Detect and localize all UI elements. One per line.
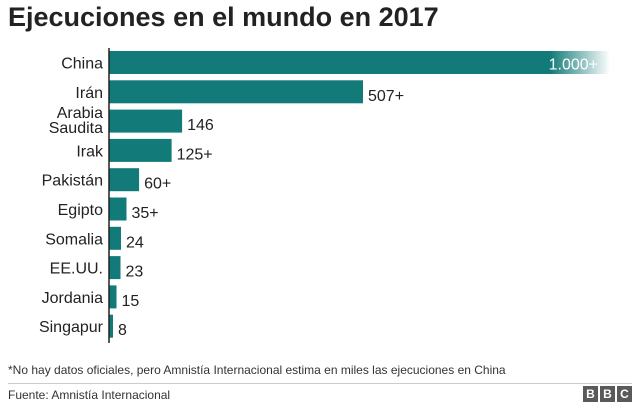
bar-0	[109, 51, 610, 74]
source-note: Fuente: Amnistía Internacional	[8, 388, 171, 402]
value-label: 15	[122, 293, 140, 310]
footnote: *No hay datos oficiales, pero Amnistía I…	[8, 363, 506, 377]
bar-8	[109, 285, 117, 309]
category-label: Irak	[76, 143, 104, 160]
value-label: 146	[187, 117, 214, 134]
bar-2	[109, 109, 183, 133]
bbc-logo: B B C	[583, 386, 632, 402]
logo-letter: B	[600, 386, 615, 402]
value-label: 23	[126, 264, 144, 281]
value-label: 1.000+	[549, 57, 598, 74]
bar-4	[109, 168, 140, 192]
footer-divider	[8, 383, 632, 384]
bar-chart: China 1.000+ Irán 507+ Arabia Saudita 146 Irak 1…	[39, 48, 610, 343]
chart-title: Ejecuciones en el mundo en 2017	[8, 2, 439, 32]
value-label: 8	[118, 322, 127, 339]
category-label: China	[61, 56, 103, 73]
bar-9	[109, 314, 113, 338]
category-label: Singapur	[39, 319, 104, 336]
value-label: 125+	[177, 146, 213, 163]
bar-fade-overlay	[550, 51, 610, 74]
category-label: Pakistán	[42, 173, 103, 190]
category-label: EE.UU.	[50, 261, 103, 278]
bar-3	[109, 138, 172, 162]
bar-5	[109, 197, 127, 221]
value-label: 60+	[144, 176, 171, 193]
value-label: 35+	[132, 205, 159, 222]
category-label: Arabia Saudita	[49, 105, 103, 137]
category-label: Irán	[75, 85, 103, 102]
bar-1	[109, 80, 363, 104]
value-label: 24	[126, 234, 144, 251]
logo-letter: C	[617, 386, 632, 402]
category-label: Somalia	[45, 231, 103, 248]
bar-6	[109, 226, 121, 250]
logo-letter: B	[583, 386, 598, 402]
category-label: Jordania	[42, 290, 103, 307]
bar-7	[109, 256, 121, 280]
category-label: Egipto	[58, 202, 103, 219]
value-label: 507+	[368, 88, 404, 105]
